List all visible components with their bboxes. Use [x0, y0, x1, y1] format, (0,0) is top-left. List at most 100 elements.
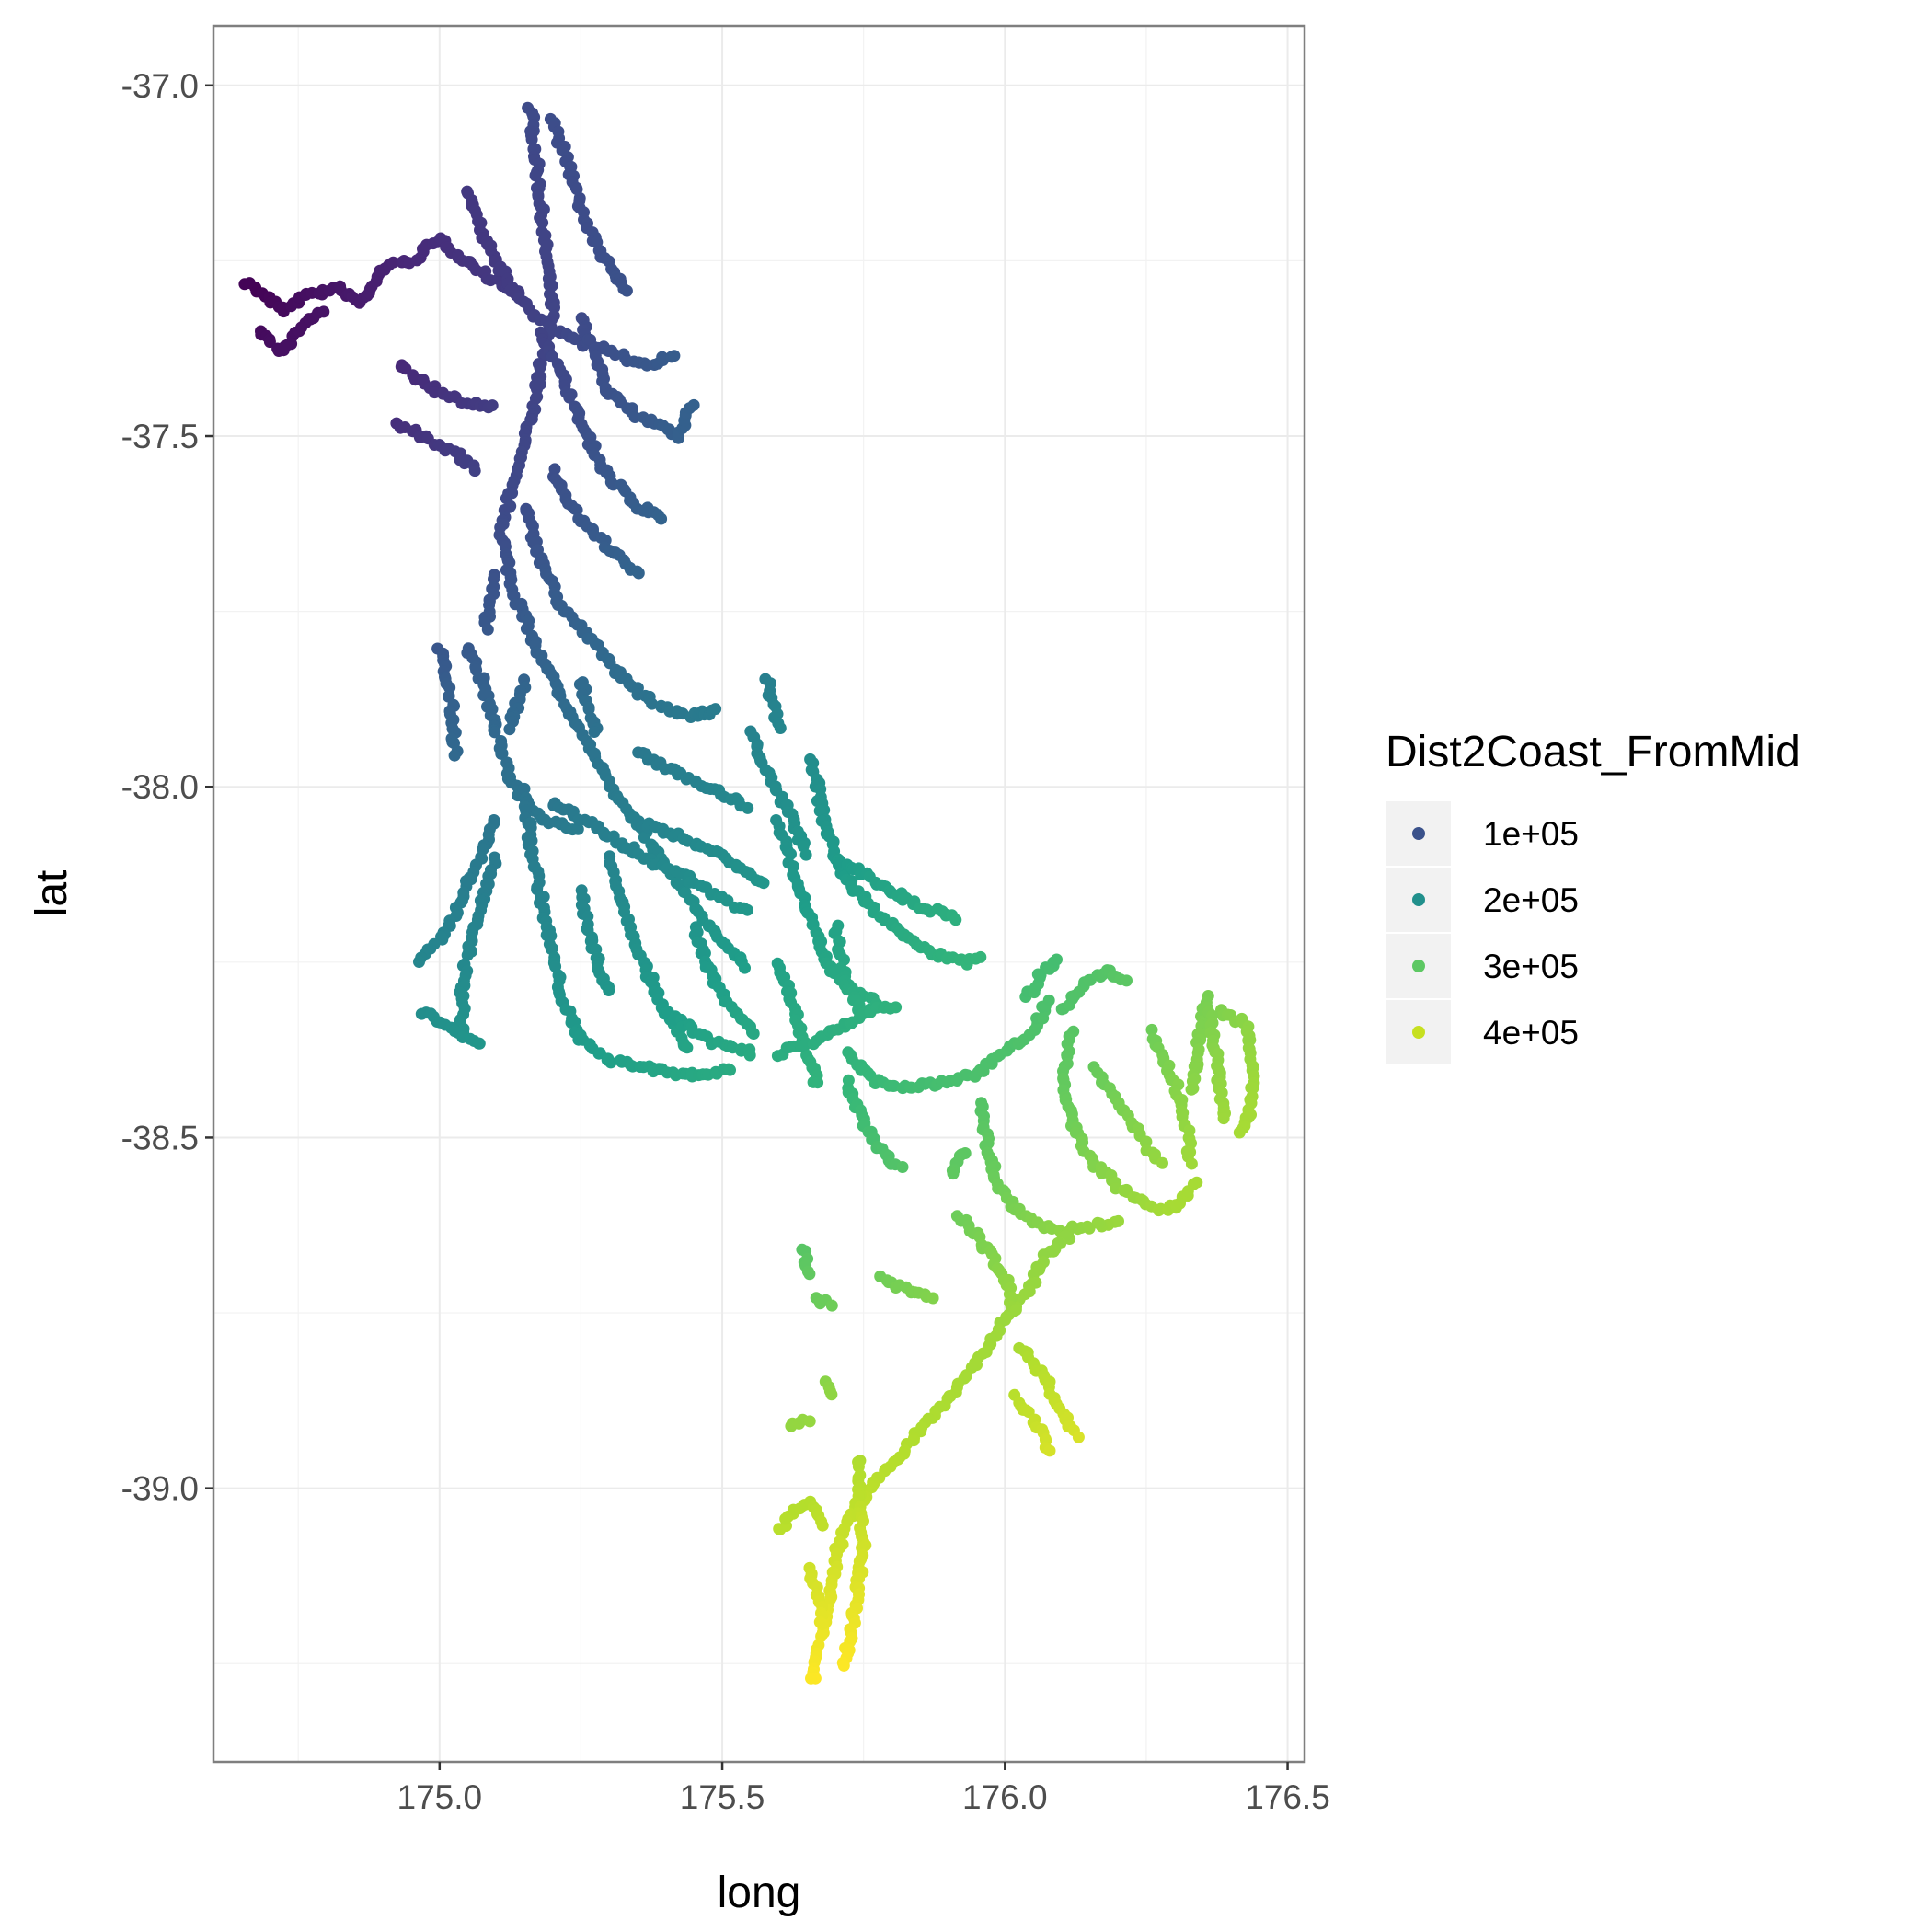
data-point: [518, 782, 531, 795]
panel-border: [212, 24, 1306, 1764]
data-point: [1051, 953, 1063, 966]
data-point: [1042, 994, 1055, 1006]
data-point: [803, 1268, 816, 1281]
data-point: [799, 848, 812, 861]
legend-label: 3e+05: [1483, 948, 1579, 985]
x-tick-label: 176.0: [962, 1778, 1048, 1816]
legend: Dist2Coast_FromMid 1e+05 2e+05 3e+05 4e+05: [1385, 728, 1800, 1066]
data-point: [317, 305, 330, 318]
data-point: [1217, 1112, 1230, 1125]
x-tick-label: 175.5: [680, 1778, 765, 1816]
data-point: [489, 726, 501, 739]
legend-label: 1e+05: [1483, 815, 1579, 853]
data-point: [632, 567, 645, 580]
data-point: [543, 279, 556, 292]
data-point: [481, 623, 494, 636]
data-point: [628, 411, 641, 423]
x-axis-title: long: [718, 1869, 801, 1917]
data-point: [1121, 974, 1133, 987]
data-point: [1233, 1126, 1246, 1139]
data-point: [468, 465, 481, 477]
data-point: [835, 1526, 848, 1539]
legend-title: Dist2Coast_FromMid: [1386, 728, 1800, 776]
y-axis-title: lat: [28, 870, 76, 917]
panel-background: [213, 26, 1305, 1762]
data-point: [571, 822, 584, 835]
data-point: [413, 956, 425, 968]
data-point: [805, 1672, 817, 1685]
data-point: [774, 722, 787, 734]
data-point: [525, 133, 538, 146]
data-point: [1083, 973, 1096, 986]
data-point: [825, 1299, 838, 1312]
data-point: [926, 1292, 939, 1305]
data-point: [949, 914, 962, 926]
data-point: [461, 949, 474, 961]
legend-key-symbol: [1412, 827, 1425, 840]
data-point: [724, 1064, 736, 1076]
data-point: [620, 284, 633, 297]
data-point: [588, 726, 601, 738]
data-point: [803, 1415, 816, 1428]
plot-panel: [212, 24, 1306, 1764]
data-point: [813, 804, 826, 817]
data-point: [1145, 1023, 1158, 1036]
data-point: [742, 801, 754, 814]
data-point: [743, 1049, 756, 1062]
data-point: [709, 703, 722, 716]
legend-key-symbol: [1412, 960, 1425, 972]
data-point: [816, 1617, 829, 1630]
legend-key-symbol: [1412, 893, 1425, 906]
data-point: [741, 903, 753, 916]
x-tick-label: 176.5: [1245, 1778, 1330, 1816]
data-point: [747, 1028, 760, 1040]
y-axis: -37.0 -37.5 -38.0 -38.5 -39.0: [121, 67, 213, 1508]
data-point: [646, 697, 659, 710]
data-point: [486, 399, 499, 412]
data-point: [974, 950, 987, 963]
y-tick-label: -37.0: [121, 67, 199, 105]
x-tick-label: 175.0: [397, 1778, 483, 1816]
data-point: [687, 398, 700, 411]
legend-label: 4e+05: [1483, 1014, 1579, 1052]
data-point: [584, 333, 597, 346]
data-point: [1185, 1157, 1198, 1170]
data-point: [534, 362, 546, 374]
data-point: [1185, 1083, 1198, 1096]
legend-keys: 1e+05 2e+05 3e+05 4e+05: [1385, 799, 1579, 1066]
x-axis: 175.0 175.5 176.0 176.5: [397, 1762, 1330, 1816]
data-point: [603, 984, 615, 996]
data-point: [1009, 1304, 1022, 1317]
data-point: [563, 391, 576, 404]
data-point: [837, 1659, 850, 1672]
data-point: [811, 1076, 824, 1089]
data-point: [1072, 1431, 1085, 1443]
data-point: [896, 1161, 909, 1173]
legend-key-symbol: [1412, 1026, 1425, 1039]
data-point: [668, 350, 681, 362]
data-point: [503, 723, 516, 736]
data-point: [1043, 1444, 1056, 1457]
data-point: [890, 1001, 903, 1014]
y-tick-label: -37.5: [121, 418, 199, 455]
data-point: [757, 877, 770, 890]
data-points: [238, 101, 1260, 1685]
data-point: [386, 256, 399, 269]
y-tick-label: -38.0: [121, 768, 199, 806]
data-point: [798, 1039, 811, 1052]
data-point: [604, 1056, 617, 1069]
data-point: [947, 1167, 960, 1180]
data-point: [590, 943, 603, 956]
data-point: [546, 942, 558, 955]
legend-label: 2e+05: [1483, 881, 1579, 919]
data-point: [1156, 1156, 1168, 1169]
data-point: [655, 512, 668, 525]
data-point: [609, 349, 622, 362]
y-tick-label: -39.0: [121, 1470, 199, 1508]
data-point: [448, 749, 461, 762]
data-point: [656, 351, 669, 363]
data-point: [739, 961, 751, 974]
data-point: [570, 503, 583, 516]
data-point: [495, 747, 508, 760]
